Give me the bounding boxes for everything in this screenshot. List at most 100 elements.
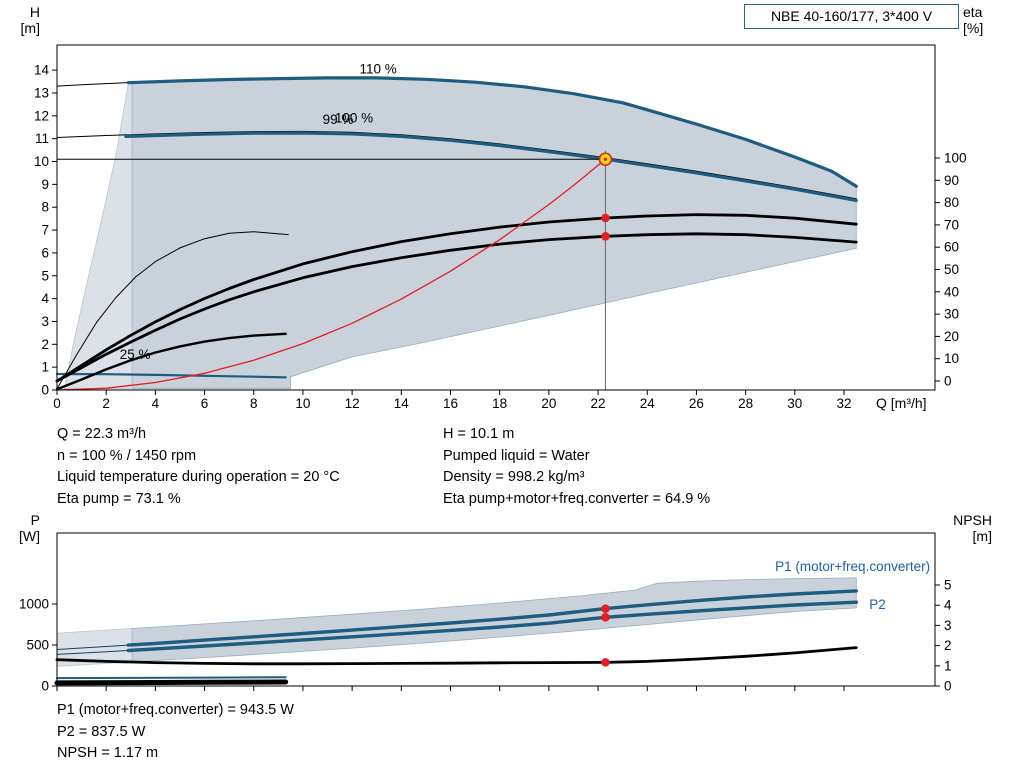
x-tick-label: 10 <box>295 396 310 411</box>
x-tick-label: 30 <box>787 396 802 411</box>
curve-low-speed <box>55 332 287 391</box>
right-tick-label: 4 <box>944 598 952 613</box>
x-tick-label: 0 <box>53 396 61 411</box>
curve-110 <box>126 76 858 188</box>
left-tick-label: 8 <box>41 200 49 215</box>
eta-axis-title: eta [%] <box>963 4 1007 36</box>
q-axis-title: Q [m³/h] <box>876 395 927 411</box>
eta-total-curve <box>55 232 858 383</box>
left-tick-label: 500 <box>26 638 49 653</box>
eta-axis-title-unit: [%] <box>963 20 984 36</box>
right-tick-label: 10 <box>944 351 959 366</box>
p-axis-title: P [W] <box>6 512 40 544</box>
eta-total-dot <box>601 231 610 241</box>
curve-label: 25 % <box>120 347 151 362</box>
left-tick-label: 10 <box>34 154 49 169</box>
curve-eta-reduced-thin <box>56 231 289 390</box>
left-tick-label: 2 <box>41 337 49 352</box>
p-25-speed-blue <box>56 676 287 680</box>
h-axis-title-symbol: H <box>29 4 40 20</box>
p-axis-title-symbol: P <box>30 512 40 528</box>
left-tick-label: 11 <box>35 131 49 146</box>
left-tick-label: 6 <box>41 245 49 260</box>
x-tick-label: 20 <box>541 396 556 411</box>
curve-label: 110 % <box>360 62 397 77</box>
duty-speed-text: n = 100 % / 1450 rpm <box>57 447 197 464</box>
right-tick-label: 80 <box>944 195 959 210</box>
left-tick-label: 0 <box>41 679 49 694</box>
right-tick-label: 1 <box>944 658 952 673</box>
x-tick-label: 24 <box>640 396 656 411</box>
npsh-dot <box>601 658 610 667</box>
eta-axis-title-symbol: eta <box>963 4 983 20</box>
x-tick-label: 22 <box>591 396 606 411</box>
duty-head-text: H = 10.1 m <box>443 426 515 442</box>
power-npsh-chart[interactable]: P1 (motor+freq.converter) P2 0 500 1000 0 1 2 3 4… <box>19 532 952 694</box>
npsh-axis-title-unit: [m] <box>972 528 992 544</box>
right-tick-label: 40 <box>944 284 959 299</box>
left-tick-label: 13 <box>34 85 49 100</box>
duty-flow-text: Q = 22.3 m³/h <box>57 426 147 442</box>
pump-model-title: NBE 40-160/177, 3*400 V <box>744 4 959 29</box>
x-tick-label: 32 <box>836 396 851 411</box>
curve-100 <box>124 131 858 202</box>
curve-label: 99 % <box>323 112 354 127</box>
left-tick-label: 9 <box>41 177 49 192</box>
right-tick-label: 0 <box>944 374 952 389</box>
left-tick-label: 14 <box>34 63 50 78</box>
p-axis-title-unit: [W] <box>19 528 40 544</box>
eta-pump-dot <box>601 213 610 223</box>
x-tick-label: 16 <box>443 396 458 411</box>
density-text: Density = 998.2 kg/m³ <box>443 469 585 485</box>
left-tick-label: 3 <box>41 314 49 329</box>
h-axis-title: H [m] <box>6 4 40 36</box>
h-axis-title-unit: [m] <box>20 20 40 36</box>
left-tick-label: 1 <box>41 360 49 375</box>
p2-dot <box>601 613 610 622</box>
eta-pump-text: Eta pump = 73.1 % <box>57 490 181 507</box>
p1-value-text: P1 (motor+freq.converter) = 943.5 W <box>57 702 294 718</box>
x-tick-label: 8 <box>250 396 258 411</box>
npsh-axis-title-symbol: NPSH <box>953 512 992 528</box>
right-tick-label: 90 <box>944 173 959 188</box>
eta-total-text: Eta pump+motor+freq.converter = 64.9 % <box>443 490 711 507</box>
plot-border <box>56 532 936 687</box>
power-data-column: P1 (motor+freq.converter) = 943.5 W P2 =… <box>57 700 294 765</box>
left-tick-label: 7 <box>41 223 49 238</box>
duty-point-center <box>603 157 608 162</box>
right-tick-label: 50 <box>944 262 959 277</box>
x-tick-label: 2 <box>102 396 110 411</box>
curve-label: P1 (motor+freq.converter) <box>775 559 930 574</box>
p2-value-text: P2 = 837.5 W <box>57 723 146 740</box>
p-25-speed-black <box>54 679 289 686</box>
right-tick-label: 20 <box>944 329 959 344</box>
curve-label: 100 % <box>335 111 373 126</box>
right-tick-label: 2 <box>944 638 952 653</box>
x-tick-label: 28 <box>738 396 753 411</box>
system-curve <box>56 158 607 391</box>
npsh-curve <box>55 646 858 666</box>
curve-25 <box>55 372 287 379</box>
x-tick-label: 14 <box>394 396 410 411</box>
npsh-value-text: NPSH = 1.17 m <box>57 745 159 761</box>
x-tick-label: 4 <box>152 396 160 411</box>
right-tick-label: 3 <box>944 618 952 633</box>
left-tick-label: 0 <box>41 383 49 398</box>
duty-data-left-column: Q = 22.3 m³/h n = 100 % / 1450 rpm Liqui… <box>57 424 340 510</box>
right-tick-label: 5 <box>944 578 952 593</box>
p2-curve <box>126 600 858 653</box>
left-tick-label: 5 <box>41 268 49 283</box>
x-tick-label: 18 <box>492 396 507 411</box>
right-tick-label: 0 <box>944 679 952 694</box>
liquid-temperature-text: Liquid temperature during operation = 20… <box>57 469 340 485</box>
right-tick-label: 100 <box>944 151 967 166</box>
qh-eta-chart[interactable]: 110 %99 %100 %25 %0 2 4 6 8 10 12 14 16 18 20 22 24 2… <box>34 44 967 411</box>
plot-border <box>56 44 936 391</box>
left-tick-label: 12 <box>34 108 49 123</box>
eta-pump-curve <box>55 213 858 383</box>
p1-curve <box>126 589 858 647</box>
left-tick-label: 4 <box>41 291 49 306</box>
p1-dot <box>601 604 610 613</box>
pumped-liquid-text: Pumped liquid = Water <box>443 447 590 464</box>
